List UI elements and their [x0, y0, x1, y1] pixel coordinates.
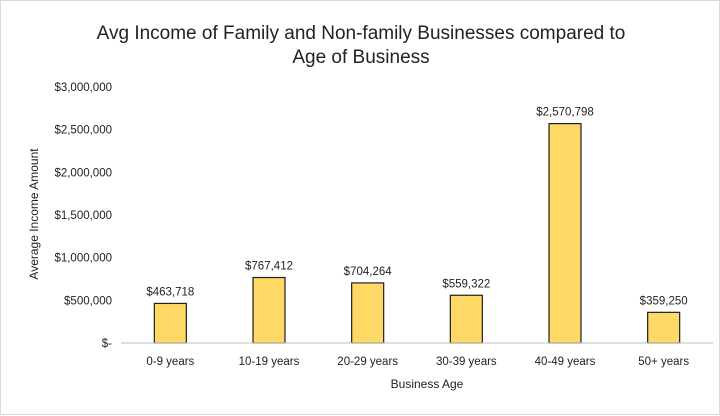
y-axis-title: Average Income Amount: [27, 148, 41, 280]
bar-20-29-years: [351, 282, 385, 344]
x-tick-label: 40-49 years: [535, 356, 596, 368]
x-axis-ticks: 0-9 years 10-19 years 20-29 years 30-39 yea…: [146, 356, 689, 368]
x-tick-label: 50+ years: [638, 356, 689, 368]
x-tick-label: 10-19 years: [239, 356, 300, 368]
y-tick-label: $2,500,000: [54, 125, 112, 137]
bar-0-9-years: [153, 302, 187, 344]
chart-title-line-1: Avg Income of Family and Non-family Busi…: [97, 23, 626, 44]
bar-data-label: $704,264: [344, 266, 393, 278]
bar-data-label: $559,322: [442, 278, 490, 290]
x-axis-title: Business Age: [391, 377, 464, 391]
y-tick-label: $2,000,000: [54, 167, 112, 179]
y-tick-label: $1,000,000: [54, 253, 112, 265]
bar-data-label: $463,718: [146, 286, 194, 298]
x-tick-label: 20-29 years: [337, 356, 398, 368]
bar-data-label: $2,570,798: [536, 107, 594, 119]
chart-title-line-2: Age of Business: [292, 47, 429, 68]
bar-10-19-years: [252, 276, 286, 344]
bar-data-label: $359,250: [640, 295, 688, 307]
bar-40-49-years: [548, 123, 582, 344]
bar-30-39-years: [449, 294, 483, 344]
y-tick-label: $1,500,000: [54, 210, 112, 222]
x-tick-label: 0-9 years: [146, 356, 194, 368]
y-tick-label: $500,000: [64, 295, 112, 307]
y-tick-label: $-: [102, 338, 112, 350]
bar-data-label: $767,412: [245, 261, 293, 273]
y-tick-label: $3,000,000: [54, 82, 112, 94]
x-tick-label: 30-39 years: [436, 356, 497, 368]
bar-50-years: [647, 311, 681, 344]
bars-group: [153, 123, 681, 344]
y-axis-ticks: $- $500,000 $1,000,000 $1,500,000 $2,000,000…: [54, 82, 112, 350]
data-labels-group: $463,718 $767,412 $704,264 $559,322 $2,570,7…: [146, 107, 687, 308]
